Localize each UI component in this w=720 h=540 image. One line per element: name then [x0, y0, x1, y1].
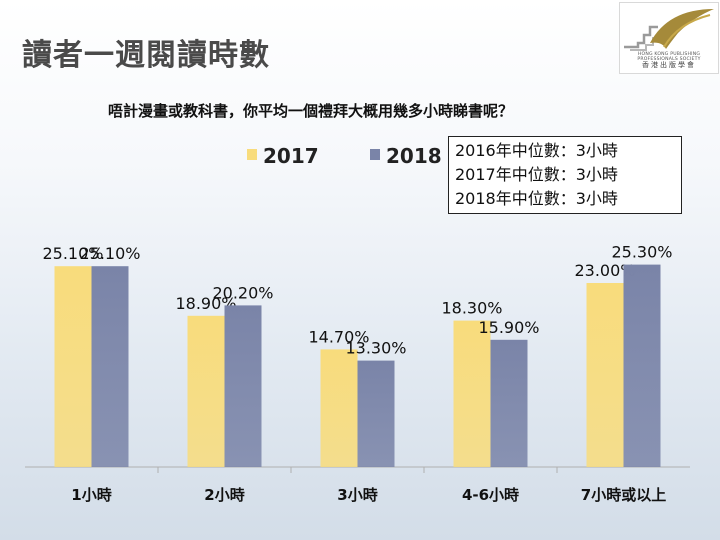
median-line-2016: 2016年中位數：3小時 — [455, 141, 618, 160]
x-tick-label-4: 4-6小時 — [462, 486, 519, 504]
data-label-2018-2: 20.20% — [212, 283, 273, 302]
bar-2017-3 — [320, 349, 358, 467]
data-label-2017-2: 18.90% — [175, 294, 236, 313]
legend-label-2018: 2018 — [386, 144, 442, 168]
legend-label-2017: 2017 — [263, 144, 319, 168]
bar-2018-3 — [357, 360, 395, 467]
data-label-2017-1: 25.10% — [42, 244, 103, 263]
data-label-2017-5: 23.00% — [574, 261, 635, 280]
data-label-2018-1: 25.10% — [79, 244, 140, 263]
bar-2018-1 — [91, 266, 129, 467]
median-line-2018: 2018年中位數：3小時 — [455, 189, 618, 208]
bar-2018-5 — [623, 264, 661, 467]
median-line-2017: 2017年中位數：3小時 — [455, 165, 618, 184]
bar-2017-4 — [453, 320, 491, 467]
bar-2017-1 — [54, 266, 92, 467]
publisher-logo: HONG KONG PUBLISHING PROFESSIONALS SOCIE… — [619, 2, 719, 74]
logo-caption-zh: 香港出版學會 — [642, 61, 696, 69]
data-label-2018-4: 15.90% — [478, 318, 539, 337]
bar-2017-5 — [586, 283, 624, 467]
logo-caption-en: HONG KONG PUBLISHING PROFESSIONALS SOCIE… — [637, 52, 701, 62]
x-tick-label-2: 2小時 — [204, 486, 244, 504]
legend-swatch-2018 — [370, 149, 380, 160]
bar-2017-2 — [187, 315, 225, 467]
data-label-2017-3: 14.70% — [308, 327, 369, 346]
data-label-2018-5: 25.30% — [611, 243, 672, 262]
data-label-2018-3: 13.30% — [345, 339, 406, 358]
bar-2018-4 — [490, 339, 528, 467]
median-box: 2016年中位數：3小時 2017年中位數：3小時 2018年中位數：3小時 — [448, 136, 682, 214]
x-tick-label-3: 3小時 — [337, 486, 377, 504]
data-label-2017-4: 18.30% — [441, 299, 502, 318]
survey-question: 唔計漫畫或教科書，你平均一個禮拜大概用幾多小時睇書呢？ — [108, 102, 514, 120]
legend-swatch-2017 — [247, 149, 257, 160]
bar-2018-2 — [224, 305, 262, 467]
logo-emblem-icon — [624, 9, 714, 51]
page-title: 讀者一週閱讀時數 — [22, 38, 270, 73]
x-tick-label-5: 7小時或以上 — [581, 486, 666, 504]
x-tick-label-1: 1小時 — [71, 486, 111, 504]
